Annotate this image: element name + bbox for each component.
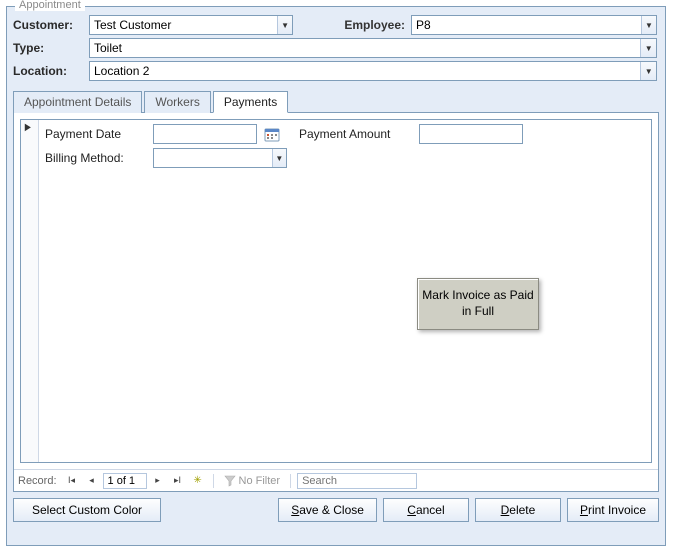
nav-divider: [213, 474, 214, 488]
select-custom-color-button[interactable]: Select Custom Color: [13, 498, 161, 522]
payments-subform: ▶ Payment Date: [20, 119, 652, 463]
chevron-down-icon[interactable]: ▼: [640, 62, 656, 80]
type-input[interactable]: [90, 39, 640, 57]
delete-button[interactable]: Delete: [475, 498, 561, 522]
nav-divider: [290, 474, 291, 488]
record-label: Record:: [18, 475, 57, 487]
nav-next-button[interactable]: ▸: [149, 472, 167, 490]
nav-prev-button[interactable]: ◂: [83, 472, 101, 490]
billing-method-combo[interactable]: ▼: [153, 148, 287, 168]
chevron-down-icon[interactable]: ▼: [640, 39, 656, 57]
footer-bar: Select Custom Color Save & Close Cancel …: [13, 498, 659, 522]
appointment-groupbox: Appointment Customer: ▼ Employee: ▼ Type…: [6, 6, 666, 546]
location-combo[interactable]: ▼: [89, 61, 657, 81]
filter-indicator[interactable]: No Filter: [220, 475, 285, 487]
header-area: Customer: ▼ Employee: ▼ Type: ▼ Location…: [7, 7, 665, 88]
tab-payments[interactable]: Payments: [213, 91, 288, 113]
chevron-down-icon[interactable]: ▼: [641, 16, 656, 34]
payments-form-area: Payment Date Pa: [39, 120, 651, 462]
payment-amount-label: Payment Amount: [299, 127, 419, 141]
calendar-icon[interactable]: [263, 125, 281, 143]
chevron-down-icon[interactable]: ▼: [272, 149, 286, 167]
customer-label: Customer:: [13, 18, 89, 32]
tab-workers[interactable]: Workers: [144, 91, 210, 113]
nav-new-button[interactable]: ✳: [189, 472, 207, 490]
employee-combo[interactable]: ▼: [411, 15, 657, 35]
payment-date-label: Payment Date: [45, 127, 153, 141]
location-label: Location:: [13, 64, 89, 78]
cancel-button[interactable]: Cancel: [383, 498, 469, 522]
nav-first-button[interactable]: I◂: [63, 472, 81, 490]
record-navigator: Record: I◂ ◂ ▸ ▸I ✳ No Filter: [14, 469, 658, 491]
payment-amount-input[interactable]: [419, 124, 523, 144]
search-input[interactable]: [297, 473, 417, 489]
tab-appointment-details[interactable]: Appointment Details: [13, 91, 142, 113]
type-combo[interactable]: ▼: [89, 38, 657, 58]
groupbox-title: Appointment: [15, 0, 85, 11]
record-selector-gutter[interactable]: ▶: [21, 120, 39, 462]
mark-invoice-paid-button[interactable]: Mark Invoice as Paid in Full: [417, 278, 539, 330]
record-selector-icon: ▶: [25, 122, 31, 133]
save-close-button[interactable]: Save & Close: [278, 498, 377, 522]
customer-input[interactable]: [90, 16, 277, 34]
chevron-down-icon[interactable]: ▼: [277, 16, 292, 34]
record-position-input[interactable]: [103, 473, 147, 489]
tab-panel-payments: ▶ Payment Date: [13, 112, 659, 492]
location-input[interactable]: [90, 62, 640, 80]
funnel-icon: [224, 475, 236, 487]
employee-label: Employee:: [331, 18, 411, 32]
billing-method-input[interactable]: [154, 149, 272, 167]
payment-date-input[interactable]: [153, 124, 257, 144]
employee-input[interactable]: [412, 16, 641, 34]
nav-last-button[interactable]: ▸I: [169, 472, 187, 490]
billing-method-label: Billing Method:: [45, 151, 153, 165]
type-label: Type:: [13, 41, 89, 55]
customer-combo[interactable]: ▼: [89, 15, 293, 35]
no-filter-label: No Filter: [239, 475, 281, 487]
tab-strip: Appointment Details Workers Payments: [13, 90, 659, 113]
print-invoice-button[interactable]: Print Invoice: [567, 498, 659, 522]
